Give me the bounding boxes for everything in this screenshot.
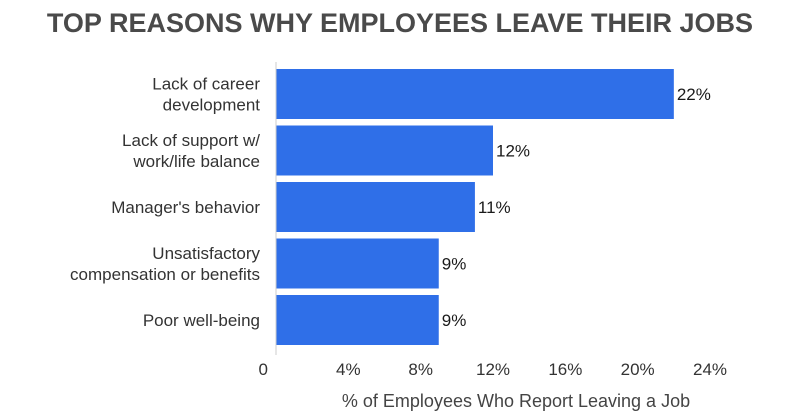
bar <box>276 125 493 176</box>
category-label-line: work/life balance <box>132 152 260 171</box>
category-label-line: Lack of support w/ <box>122 131 260 150</box>
x-tick-label: 16% <box>548 360 582 379</box>
x-tick-label: 0 <box>259 360 268 379</box>
category-label: Poor well-being <box>143 311 260 330</box>
x-axis-title: % of Employees Who Report Leaving a Job <box>342 391 690 411</box>
x-tick-label: 12% <box>476 360 510 379</box>
bar <box>276 182 475 232</box>
category-label: Lack of career development <box>152 75 260 115</box>
x-tick-label: 24% <box>693 360 727 379</box>
category-label-line: Manager's behavior <box>111 198 260 217</box>
chart-title: TOP REASONS WHY EMPLOYEES LEAVE THEIR JO… <box>46 8 754 38</box>
bar <box>276 69 674 119</box>
category-label-line: Poor well-being <box>143 311 260 330</box>
bar <box>276 238 439 289</box>
bar <box>276 295 439 345</box>
x-tick-label: 20% <box>621 360 655 379</box>
x-tick-labels-group: 0 4% 8% 12% 16% 20% 24% <box>259 360 727 379</box>
data-label: 22% <box>677 85 711 104</box>
category-label-line: Unsatisfactory <box>152 244 260 263</box>
category-label: Manager's behavior <box>111 198 260 217</box>
x-tick-label: 4% <box>336 360 361 379</box>
category-label: Unsatisfactory compensation or benefits <box>70 244 260 284</box>
data-label: 9% <box>442 311 467 330</box>
data-labels-group: 22% 12% 11% 9% 9% <box>442 85 711 330</box>
category-label-line: development <box>163 96 261 115</box>
category-labels-group: Lack of career development Lack of support… <box>70 75 260 331</box>
category-label-line: Lack of career <box>152 75 260 94</box>
data-label: 11% <box>478 198 511 217</box>
data-label: 12% <box>496 142 530 161</box>
category-label: Lack of support w/work/life balance <box>122 131 260 171</box>
x-tick-label: 8% <box>408 360 433 379</box>
data-label: 9% <box>442 255 467 274</box>
category-label-line: compensation or benefits <box>70 265 260 284</box>
bars-group <box>276 69 674 345</box>
